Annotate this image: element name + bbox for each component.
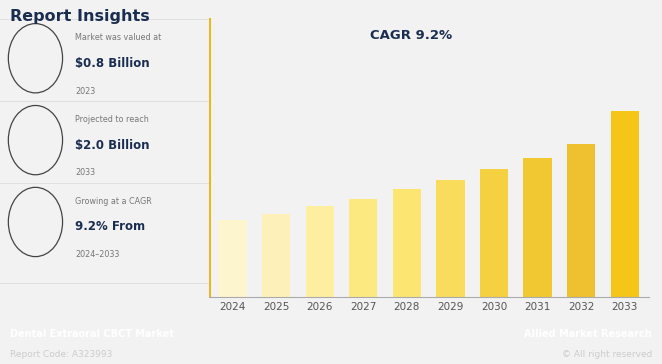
Text: 2024–2033: 2024–2033 [75,250,119,259]
Bar [393,189,421,297]
Text: CAGR 9.2%: CAGR 9.2% [370,29,452,42]
Bar [480,169,508,297]
Bar [349,199,377,297]
Text: Dental Extraoral CBCT Market: Dental Extraoral CBCT Market [10,329,174,339]
Text: Allied Market Research: Allied Market Research [524,329,652,339]
Text: $0.8 Billion: $0.8 Billion [75,57,150,70]
Text: Growing at a CAGR: Growing at a CAGR [75,197,152,206]
Text: Report Insights: Report Insights [11,9,150,24]
Text: 2033: 2033 [75,169,95,178]
Text: Projected to reach: Projected to reach [75,115,149,124]
Text: © All right reserved: © All right reserved [561,350,652,359]
Bar [218,221,247,297]
Text: 9.2% From: 9.2% From [75,220,145,233]
Text: 2023: 2023 [75,87,95,96]
Text: Market was valued at: Market was valued at [75,33,162,42]
Bar [305,206,334,297]
Bar [262,214,290,297]
Text: $2.0 Billion: $2.0 Billion [75,139,150,151]
Text: Report Code: A323993: Report Code: A323993 [10,350,113,359]
Bar [610,111,639,297]
Bar [524,158,552,297]
Bar [567,145,595,297]
Bar [436,179,465,297]
